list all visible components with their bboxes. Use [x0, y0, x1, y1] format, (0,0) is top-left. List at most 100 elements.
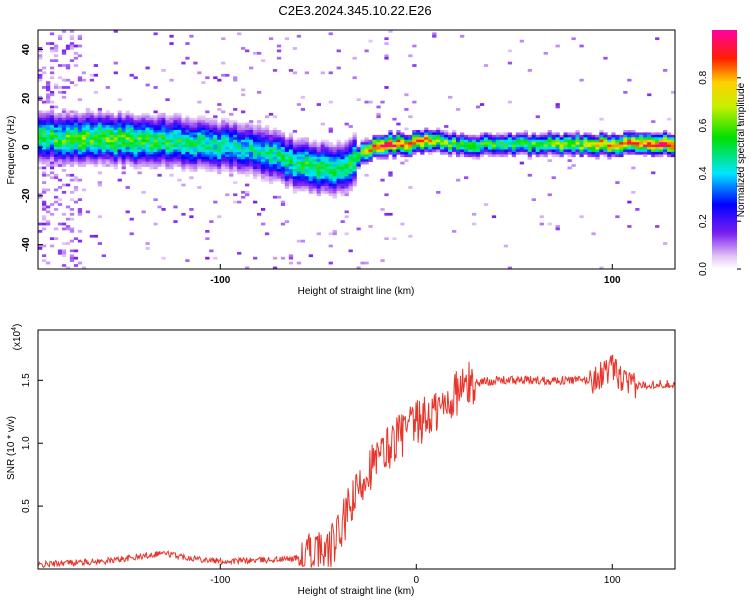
- heatmap-cell: [296, 103, 302, 106]
- heatmap-cell: [292, 164, 298, 167]
- heatmap-cell: [197, 71, 202, 75]
- heatmap-cell: [475, 151, 481, 155]
- heatmap-cell: [256, 134, 262, 138]
- heatmap-cell: [229, 125, 234, 128]
- heatmap-cell: [169, 134, 174, 138]
- heatmap-cell: [45, 151, 51, 155]
- heatmap-cell: [137, 166, 142, 170]
- heatmap-cell: [300, 147, 306, 150]
- heatmap-cell: [157, 137, 162, 141]
- heatmap-cell: [169, 127, 174, 131]
- heatmap-cell: [376, 147, 381, 150]
- heatmap-cell: [603, 132, 608, 136]
- heatmap-cell: [452, 151, 457, 155]
- heatmap-cell: [336, 149, 341, 153]
- heatmap-cell: [57, 142, 63, 145]
- heatmap-cell: [316, 186, 321, 189]
- heatmap-cell: [356, 159, 361, 162]
- heatmap-cell: [41, 200, 47, 204]
- heatmap-cell: [280, 159, 286, 162]
- heatmap-cell: [201, 159, 206, 162]
- heatmap-cell: [249, 169, 254, 172]
- heatmap-cell: [639, 142, 644, 145]
- heatmap-cell: [607, 134, 612, 138]
- heatmap-cell: [471, 149, 477, 153]
- heatmap-cell: [225, 149, 230, 153]
- heatmap-cell: [69, 110, 75, 114]
- heatmap-cell: [260, 156, 266, 160]
- heatmap-cell: [348, 183, 353, 187]
- heatmap-cell: [145, 144, 150, 148]
- heatmap-cell: [312, 188, 317, 192]
- heatmap-cell: [324, 183, 329, 187]
- heatmap-cell: [117, 156, 122, 160]
- heatmap-cell: [149, 154, 154, 158]
- heatmap-cell: [599, 142, 604, 145]
- heatmap-cell: [392, 142, 397, 145]
- heatmap-cell: [643, 147, 648, 150]
- heatmap-cell: [611, 139, 616, 143]
- heatmap-cell: [551, 132, 556, 136]
- heatmap-cell: [237, 139, 242, 143]
- heatmap-cell: [396, 132, 401, 136]
- heatmap-cell: [436, 139, 441, 143]
- heatmap-cell: [479, 142, 485, 145]
- heatmap-cell: [344, 139, 349, 143]
- heatmap-cell: [535, 115, 540, 119]
- heatmap-cell: [193, 129, 198, 133]
- heatmap-cell: [352, 166, 357, 170]
- heatmap-cell: [241, 93, 246, 97]
- heatmap-cell: [603, 134, 608, 138]
- heatmap-cell: [312, 149, 317, 153]
- heatmap-cell: [356, 156, 361, 160]
- heatmap-cell: [519, 144, 525, 148]
- heatmap-cell: [348, 159, 353, 162]
- heatmap-cell: [384, 139, 389, 143]
- heatmap-cell: [57, 37, 63, 41]
- heatmap-cell: [491, 134, 497, 138]
- heatmap-cell: [137, 164, 142, 167]
- snr-x-axis-label: Height of straight line (km): [298, 586, 415, 597]
- heatmap-cell: [225, 144, 230, 148]
- heatmap-cell: [336, 159, 341, 162]
- heatmap-cell: [45, 142, 51, 145]
- heatmap-cell: [272, 171, 278, 175]
- heatmap-cell: [57, 178, 63, 182]
- heatmap-cell: [280, 144, 286, 148]
- heatmap-cell: [392, 117, 397, 121]
- heatmap-cell: [161, 161, 166, 165]
- heatmap-cell: [105, 115, 110, 119]
- heatmap-cell: [117, 178, 122, 182]
- heatmap-cell: [352, 132, 357, 136]
- heatmap-cell: [396, 139, 401, 143]
- heatmap-cell: [189, 139, 194, 143]
- heatmap-cell: [38, 247, 43, 250]
- heatmap-cell: [125, 151, 130, 155]
- heatmap-cell: [53, 83, 59, 87]
- y-tick-label: 1.5: [21, 373, 32, 387]
- heatmap-cell: [197, 120, 202, 123]
- heatmap-cell: [424, 129, 429, 133]
- heatmap-cell: [300, 161, 306, 165]
- heatmap-cell: [69, 127, 75, 131]
- heatmap-cell: [483, 203, 489, 206]
- heatmap-cell: [221, 144, 226, 148]
- heatmap-cell: [456, 134, 461, 138]
- heatmap-cell: [157, 144, 162, 148]
- heatmap-cell: [575, 132, 580, 136]
- heatmap-cell: [81, 112, 87, 116]
- heatmap-cell: [117, 147, 122, 150]
- heatmap-cell: [57, 134, 63, 138]
- heatmap-cell: [591, 147, 596, 150]
- heatmap-cell: [280, 178, 286, 182]
- heatmap-cell: [627, 144, 632, 148]
- heatmap-cell: [225, 156, 230, 160]
- heatmap-cell: [499, 142, 505, 145]
- heatmap-cell: [149, 127, 154, 131]
- heatmap-cell: [249, 132, 254, 136]
- heatmap-cell: [137, 122, 142, 126]
- heatmap-cell: [336, 186, 341, 189]
- heatmap-cell: [61, 137, 67, 141]
- heatmap-cell: [364, 144, 369, 148]
- heatmap-cell: [376, 137, 381, 141]
